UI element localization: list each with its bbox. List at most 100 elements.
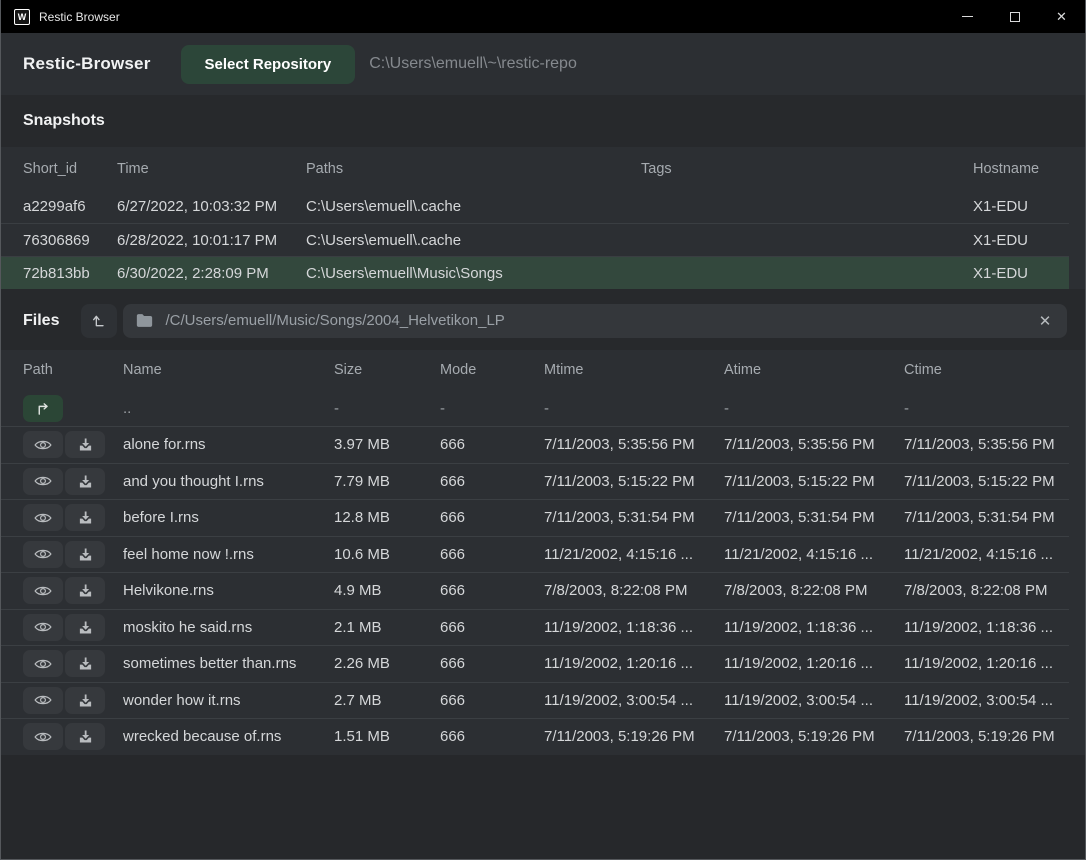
column-header-time: Time xyxy=(117,160,149,177)
preview-file-button[interactable] xyxy=(23,467,63,495)
file-size: 10.6 MB xyxy=(334,545,390,563)
snapshot-row[interactable]: a2299af6 6/27/2022, 10:03:32 PM C:\Users… xyxy=(1,190,1069,223)
files-table-header: Path Name Size Mode Mtime Atime Ctime xyxy=(1,350,1085,390)
current-path-input[interactable] xyxy=(123,303,1067,338)
preview-file-button[interactable] xyxy=(23,613,63,641)
download-icon xyxy=(79,511,91,524)
section-divider xyxy=(1,289,1085,301)
download-file-button[interactable] xyxy=(65,686,105,714)
preview-file-button[interactable] xyxy=(23,723,63,751)
titlebar: W Restic Browser ✕ xyxy=(1,0,1085,33)
arrow-up-from-line-icon xyxy=(93,315,105,326)
minimize-icon xyxy=(962,16,973,17)
empty-area xyxy=(1,754,1085,859)
file-mode: 666 xyxy=(440,545,466,563)
file-ctime: 11/19/2002, 1:20:16 ... xyxy=(904,655,1054,673)
file-mode: 666 xyxy=(440,655,466,673)
snapshots-table: Short_id Time Paths Tags Hostname a2299a… xyxy=(1,147,1085,289)
file-mode: 666 xyxy=(440,509,466,527)
download-file-button[interactable] xyxy=(65,504,105,532)
file-atime: 7/11/2003, 5:35:56 PM xyxy=(724,436,875,454)
file-size: 2.1 MB xyxy=(334,618,382,636)
app-name: Restic-Browser xyxy=(23,54,151,73)
column-header-size: Size xyxy=(334,362,363,378)
file-name: Helvikone.rns xyxy=(123,582,214,600)
file-mode: 666 xyxy=(440,728,466,746)
file-row: alone for.rns 3.97 MB 666 7/11/2003, 5:3… xyxy=(1,426,1069,463)
file-size: 4.9 MB xyxy=(334,582,382,600)
snapshots-section-header: Snapshots xyxy=(1,95,1085,147)
download-file-button[interactable] xyxy=(65,613,105,641)
snapshot-short-id: 76306869 xyxy=(23,231,90,249)
download-file-button[interactable] xyxy=(65,650,105,678)
repository-path: C:\Users\emuell\~\restic-repo xyxy=(369,55,577,72)
snapshot-paths: C:\Users\emuell\.cache xyxy=(306,198,462,215)
file-mtime: 11/21/2002, 4:15:16 ... xyxy=(544,545,694,563)
download-file-button[interactable] xyxy=(65,431,105,459)
snapshot-row[interactable]: 72b813bb 6/30/2022, 2:28:09 PM C:\Users\… xyxy=(1,256,1069,289)
wails-logo-icon: W xyxy=(14,8,30,25)
preview-file-button[interactable] xyxy=(23,431,63,459)
file-name: feel home now !.rns xyxy=(123,545,254,563)
download-icon xyxy=(79,475,91,488)
column-header-hostname: Hostname xyxy=(973,160,1040,177)
column-header-atime: Atime xyxy=(724,362,762,378)
open-parent-directory-button[interactable] xyxy=(23,394,63,422)
preview-file-button[interactable] xyxy=(23,577,63,605)
download-file-button[interactable] xyxy=(65,540,105,568)
file-row: wrecked because of.rns 1.51 MB 666 7/11/… xyxy=(1,718,1069,755)
snapshot-paths: C:\Users\emuell\.cache xyxy=(306,231,462,249)
preview-file-button[interactable] xyxy=(23,504,63,532)
file-name: wrecked because of.rns xyxy=(123,728,282,746)
preview-file-button[interactable] xyxy=(23,540,63,568)
download-icon xyxy=(79,657,91,670)
file-atime: - xyxy=(724,399,729,417)
files-bar: Files ✕ xyxy=(1,301,1085,340)
clear-path-button[interactable]: ✕ xyxy=(1031,307,1059,335)
file-size: 12.8 MB xyxy=(334,509,390,527)
file-mtime: 7/8/2003, 8:22:08 PM xyxy=(544,582,688,600)
eye-icon xyxy=(34,732,52,742)
file-name: wonder how it.rns xyxy=(123,691,241,709)
column-header-path: Path xyxy=(23,362,53,378)
preview-file-button[interactable] xyxy=(23,650,63,678)
download-icon xyxy=(79,438,91,451)
snapshot-row[interactable]: 76306869 6/28/2022, 10:01:17 PM C:\Users… xyxy=(1,223,1069,256)
download-file-button[interactable] xyxy=(65,577,105,605)
snapshots-title: Snapshots xyxy=(23,112,105,129)
file-name: before I.rns xyxy=(123,509,199,527)
download-file-button[interactable] xyxy=(65,467,105,495)
maximize-button[interactable] xyxy=(991,0,1038,33)
preview-file-button[interactable] xyxy=(23,686,63,714)
snapshot-time: 6/30/2022, 2:28:09 PM xyxy=(117,264,269,282)
minimize-button[interactable] xyxy=(944,0,991,33)
file-mode: 666 xyxy=(440,691,466,709)
download-file-button[interactable] xyxy=(65,723,105,751)
snapshot-hostname: X1-EDU xyxy=(973,198,1029,215)
file-name: sometimes better than.rns xyxy=(123,655,297,673)
folder-icon xyxy=(137,313,153,327)
file-atime: 7/8/2003, 8:22:08 PM xyxy=(724,582,868,600)
arrow-up-right-icon xyxy=(38,402,48,415)
maximize-icon xyxy=(1009,11,1020,22)
file-atime: 11/19/2002, 1:18:36 ... xyxy=(724,618,874,636)
download-icon xyxy=(79,548,91,561)
snapshot-time: 6/28/2022, 10:01:17 PM xyxy=(117,231,278,249)
files-table: Path Name Size Mode Mtime Atime Ctime ..… xyxy=(1,350,1085,859)
file-atime: 11/19/2002, 1:20:16 ... xyxy=(724,655,874,673)
file-size: 7.79 MB xyxy=(334,472,390,490)
window-title: Restic Browser xyxy=(39,9,120,24)
file-mtime: 7/11/2003, 5:31:54 PM xyxy=(544,509,695,527)
section-divider xyxy=(1,340,1085,350)
snapshot-short-id: a2299af6 xyxy=(23,198,86,215)
download-icon xyxy=(79,730,91,743)
snapshots-table-header: Short_id Time Paths Tags Hostname xyxy=(1,147,1085,190)
parent-directory-row: .. - - - - - xyxy=(1,390,1069,426)
file-mtime: 11/19/2002, 3:00:54 ... xyxy=(544,691,694,709)
file-row: moskito he said.rns 2.1 MB 666 11/19/200… xyxy=(1,608,1069,646)
select-repository-button[interactable]: Select Repository xyxy=(180,44,356,84)
close-button[interactable]: ✕ xyxy=(1038,0,1085,33)
file-size: 2.26 MB xyxy=(334,655,390,673)
file-row: before I.rns 12.8 MB 666 7/11/2003, 5:31… xyxy=(1,499,1069,536)
go-parent-directory-button[interactable] xyxy=(81,303,118,338)
